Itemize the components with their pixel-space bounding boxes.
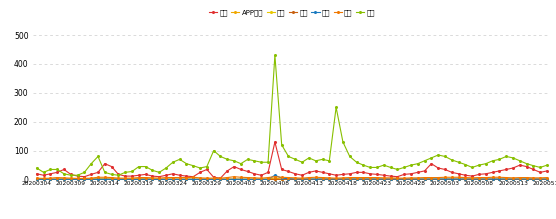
- 平媒: [210, 178, 217, 181]
- 网媒: [387, 166, 394, 169]
- 论坛: [217, 177, 224, 179]
- 微信: [455, 173, 462, 175]
- 微信: [312, 170, 319, 172]
- 博客: [441, 178, 448, 181]
- 微信: [387, 175, 394, 177]
- 微信: [210, 176, 217, 178]
- APP采集: [544, 178, 550, 180]
- 博客: [33, 178, 40, 181]
- Line: 博客: 博客: [36, 178, 548, 180]
- 微博: [271, 174, 278, 177]
- 网媒: [374, 166, 380, 169]
- 平媒: [33, 178, 40, 181]
- 网媒: [312, 159, 319, 162]
- 微博: [33, 178, 40, 181]
- 平媒: [81, 178, 88, 181]
- 博客: [360, 178, 366, 181]
- APP采集: [367, 178, 374, 180]
- APP采集: [380, 178, 387, 180]
- 微博: [380, 178, 387, 180]
- 微博: [306, 178, 312, 180]
- 平媒: [299, 178, 305, 181]
- 博客: [374, 178, 380, 181]
- 网媒: [67, 174, 74, 177]
- 网媒: [455, 161, 462, 164]
- 微信: [33, 173, 40, 175]
- 微博: [81, 178, 88, 181]
- 微信: [374, 173, 380, 176]
- 平媒: [544, 178, 550, 181]
- 平媒: [360, 178, 366, 181]
- 论坛: [231, 175, 237, 178]
- 论坛: [387, 177, 394, 179]
- 微博: [367, 178, 374, 180]
- Line: 平媒: 平媒: [36, 178, 548, 180]
- Line: 微博: 微博: [36, 174, 548, 180]
- APP采集: [33, 178, 40, 180]
- 论坛: [312, 176, 319, 178]
- 论坛: [88, 177, 95, 179]
- 微博: [544, 178, 550, 180]
- 网媒: [33, 167, 40, 169]
- 微信: [544, 170, 550, 172]
- 博客: [81, 178, 88, 181]
- 平媒: [374, 178, 380, 181]
- Line: 网媒: 网媒: [36, 55, 548, 176]
- 平媒: [441, 178, 448, 181]
- 微信: [81, 175, 88, 178]
- Line: APP采集: APP采集: [36, 177, 548, 180]
- 微信: [271, 141, 278, 143]
- 微博: [210, 178, 217, 181]
- APP采集: [81, 178, 88, 180]
- 微博: [449, 178, 455, 180]
- 博客: [299, 178, 305, 181]
- 论坛: [374, 176, 380, 179]
- 论坛: [40, 177, 47, 180]
- APP采集: [306, 178, 312, 180]
- 论坛: [33, 177, 40, 179]
- APP采集: [210, 178, 217, 180]
- APP采集: [271, 177, 278, 179]
- 网媒: [88, 162, 95, 165]
- Line: 论坛: 论坛: [36, 176, 548, 179]
- 博客: [210, 178, 217, 181]
- Legend: 微信, APP采集, 平媒, 博客, 微博, 论坛, 网媒: 微信, APP采集, 平媒, 博客, 微博, 论坛, 网媒: [206, 7, 378, 19]
- 博客: [544, 178, 550, 181]
- 网媒: [217, 155, 224, 158]
- 论坛: [455, 176, 462, 178]
- APP采集: [449, 178, 455, 180]
- 网媒: [271, 54, 278, 57]
- 微信: [217, 177, 224, 179]
- 网媒: [544, 164, 550, 166]
- Line: 微信: 微信: [36, 141, 548, 179]
- 论坛: [544, 176, 550, 179]
